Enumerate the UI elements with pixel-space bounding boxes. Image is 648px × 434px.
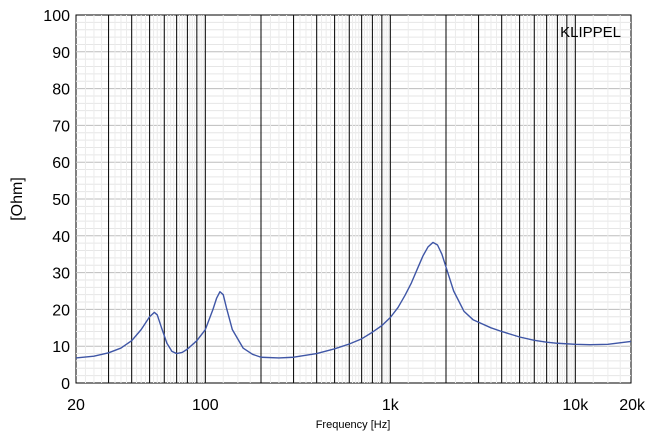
y-tick-label: 70 bbox=[52, 118, 70, 135]
impedance-series-line bbox=[75, 241, 632, 359]
y-tick-label: 90 bbox=[52, 45, 70, 62]
x-axis-title: Frequency [Hz] bbox=[316, 419, 391, 431]
y-tick-label: 0 bbox=[61, 376, 70, 393]
y-tick-label: 100 bbox=[43, 8, 70, 25]
y-axis-title: [Ohm] bbox=[9, 177, 26, 221]
x-tick-label: 1k bbox=[382, 397, 400, 414]
y-tick-label: 80 bbox=[52, 82, 70, 99]
y-tick-label: 40 bbox=[52, 229, 70, 246]
series-layer bbox=[75, 241, 632, 359]
y-tick-label: 60 bbox=[52, 155, 70, 172]
y-tick-label: 50 bbox=[52, 192, 70, 209]
x-tick-labels: 20 100 1k 10k 20k bbox=[67, 397, 646, 414]
x-tick-label: 100 bbox=[192, 397, 219, 414]
y-tick-label: 30 bbox=[52, 266, 70, 283]
x-tick-label: 20 bbox=[67, 397, 85, 414]
x-tick-label: 10k bbox=[562, 397, 589, 414]
klippel-watermark: KLIPPEL bbox=[560, 24, 621, 41]
major-grid bbox=[108, 15, 576, 383]
y-tick-label: 20 bbox=[52, 302, 70, 319]
y-tick-label: 10 bbox=[52, 339, 70, 356]
y-tick-labels: 0 10 20 30 40 50 60 70 80 90 100 bbox=[43, 8, 70, 393]
x-tick-label: 20k bbox=[619, 397, 646, 414]
